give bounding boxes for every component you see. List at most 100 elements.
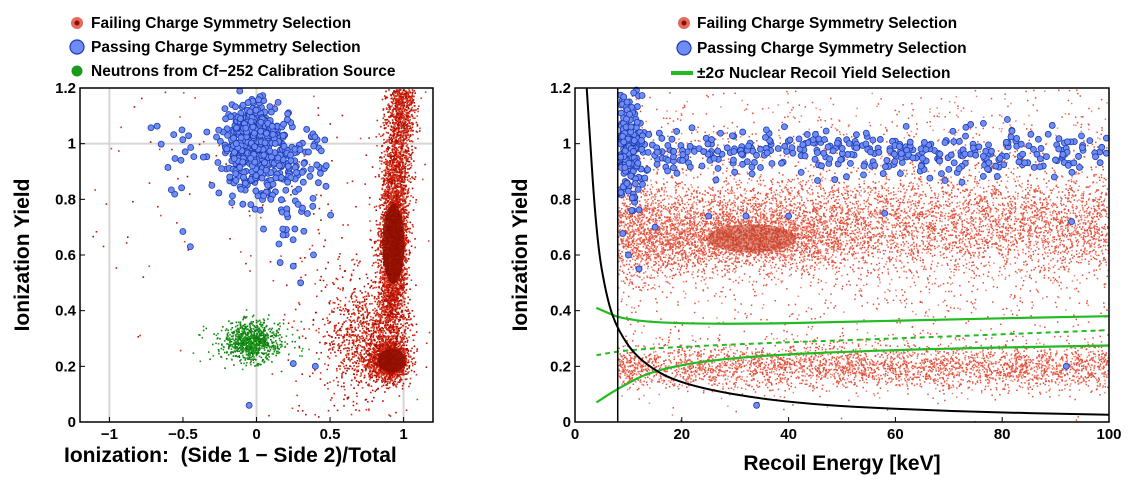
data-point [404,378,407,381]
data-point [401,313,404,316]
data-point [405,219,408,222]
data-point [382,301,384,303]
data-point [412,133,414,136]
data-point [385,163,388,165]
data-point [380,177,383,180]
data-point [405,212,407,214]
data-point [402,275,404,277]
data-point [384,172,387,174]
data-point [376,298,378,300]
data-point [389,157,392,160]
data-point [393,331,396,334]
data-point [387,185,390,187]
data-point [397,192,400,194]
data-point [390,184,393,186]
data-point [400,302,403,305]
data-point [408,211,410,214]
data-point [386,180,389,183]
data-point [396,178,399,181]
data-point [403,196,405,199]
data-point [407,214,409,216]
data-point [409,90,411,93]
data-point [396,106,399,108]
data-point [406,310,408,312]
data-point [386,118,389,121]
data-point [375,313,378,316]
data-point [390,329,393,331]
data-point [380,233,382,236]
data-point [409,134,412,136]
data-point [406,168,409,170]
data-point [369,345,372,348]
data-point [397,131,400,134]
data-point [376,271,379,273]
data-point [381,286,383,289]
data-point [388,139,390,141]
data-point [392,126,395,128]
data-point [394,319,396,322]
data-point [391,141,393,144]
data-point [378,205,381,208]
data-point [370,333,373,335]
data-point [378,322,380,325]
data-point [386,289,389,292]
data-point [380,199,382,201]
data-point [398,171,401,174]
data-point [394,98,397,100]
data-point [402,215,405,217]
data-point [396,164,399,167]
data-point [398,96,401,98]
data-point [394,149,397,152]
data-point [411,151,414,154]
data-point [388,203,390,206]
data-point [391,112,393,115]
data-point [399,176,401,178]
data-point [412,117,415,119]
data-point [397,182,399,185]
data-point [408,274,411,276]
data-point [406,164,409,167]
data-point [384,158,387,161]
data-point [416,348,419,350]
data-point [401,104,403,106]
data-point [396,185,399,187]
data-point [394,140,397,143]
data-point [387,306,390,308]
data-point [378,272,381,275]
data-point [381,211,384,213]
data-point [391,199,394,202]
data-point [380,266,383,269]
data-point [402,179,404,182]
data-point [388,300,391,303]
data-point [407,313,410,315]
data-point [404,350,406,352]
data-point [398,109,401,112]
data-point [373,338,376,341]
data-point [395,163,398,165]
data-point [378,281,381,283]
data-point [401,177,403,180]
data-point [395,156,398,158]
data-point [384,211,387,213]
data-point [395,127,398,130]
data-point [392,308,394,310]
data-point [406,191,409,193]
data-point [390,306,392,309]
data-point [402,315,405,318]
data-point [387,164,390,167]
data-point [407,93,409,96]
data-point [402,112,404,115]
data-point [399,292,401,294]
data-point [382,307,385,309]
data-point [401,309,403,312]
data-point [411,123,414,126]
data-point [389,142,392,144]
data-point [380,287,383,290]
data-point [406,195,408,198]
data-point [393,90,395,93]
data-point [391,113,393,116]
data-point [394,184,397,187]
data-point [399,184,402,186]
data-point [397,179,400,182]
data-point [402,107,405,110]
